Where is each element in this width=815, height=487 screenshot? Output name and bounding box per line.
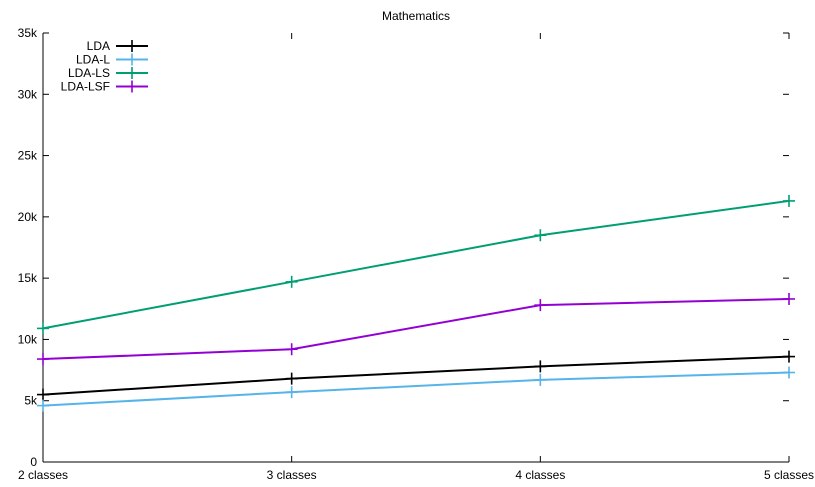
- series-line-lda-ls: [42, 199, 790, 330]
- x-tick-label: 3 classes: [267, 468, 317, 482]
- legend-label-lda-lsf: LDA-LSF: [61, 80, 110, 94]
- y-tick-label: 10k: [18, 332, 38, 346]
- y-tick-label: 0: [30, 455, 37, 469]
- series-lda-lsf: [37, 292, 795, 366]
- series-lda: [37, 350, 795, 401]
- legend-label-lda-ls: LDA-LS: [68, 66, 110, 80]
- series-lda-ls: [37, 194, 795, 335]
- y-tick-label: 30k: [18, 87, 38, 101]
- legend-label-lda-l: LDA-L: [76, 53, 110, 67]
- series-line-lda: [42, 355, 790, 396]
- x-tick-label: 2 classes: [18, 468, 68, 482]
- x-tick-label: 4 classes: [515, 468, 565, 482]
- y-tick-label: 25k: [18, 149, 38, 163]
- y-tick-label: 15k: [18, 271, 38, 285]
- axes: 0 5k 10k 15k 20k 25k 30k 35k 2 classes 3 classes 4…: [18, 26, 814, 482]
- series-layer: [37, 194, 795, 412]
- y-tick-label: 20k: [18, 210, 38, 224]
- chart-title: Mathematics: [382, 9, 450, 23]
- series-lda-l: [37, 366, 795, 412]
- x-tick-label: 5 classes: [764, 468, 814, 482]
- y-tick-label: 5k: [24, 394, 38, 408]
- series-line-lda-lsf: [42, 297, 790, 361]
- series-line-lda-l: [42, 371, 790, 407]
- legend-label-lda: LDA: [87, 39, 110, 53]
- y-tick-label: 35k: [18, 26, 38, 40]
